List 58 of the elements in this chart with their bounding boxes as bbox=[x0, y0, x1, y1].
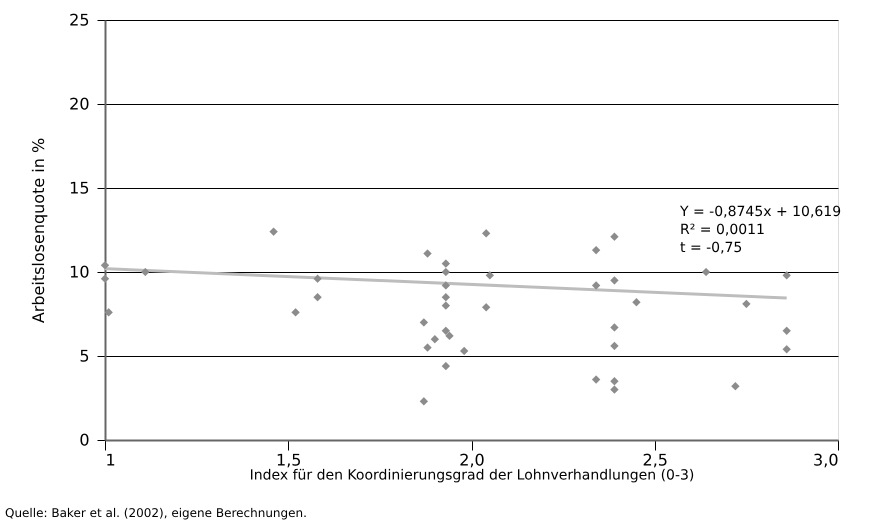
point bbox=[610, 276, 619, 285]
point bbox=[423, 249, 432, 258]
point bbox=[100, 261, 110, 270]
annotation: Y = -0,8745x + 10,619 bbox=[679, 204, 842, 220]
point bbox=[482, 303, 490, 312]
point bbox=[100, 274, 110, 283]
point bbox=[442, 259, 450, 268]
y-tick-label: 20 bbox=[69, 94, 90, 114]
point bbox=[782, 326, 791, 335]
y-tick-label: 10 bbox=[69, 262, 90, 282]
point bbox=[442, 268, 450, 276]
point bbox=[442, 281, 450, 290]
point bbox=[460, 346, 468, 356]
point bbox=[610, 342, 619, 350]
point bbox=[610, 232, 619, 241]
annotation: R² = 0,0011 bbox=[680, 222, 765, 238]
point bbox=[702, 268, 710, 276]
point bbox=[291, 308, 300, 317]
point bbox=[742, 300, 751, 308]
point bbox=[592, 375, 600, 384]
point bbox=[423, 343, 432, 352]
x-tick-label: 2,5 bbox=[642, 450, 668, 470]
x-axis-title: Index für den Koordinierungsgrad der Lohnverhandlungen (0-3) bbox=[250, 468, 694, 484]
point bbox=[632, 298, 641, 306]
point bbox=[442, 293, 450, 302]
point bbox=[104, 308, 113, 317]
point bbox=[313, 293, 322, 302]
point bbox=[482, 229, 490, 238]
x-tick-label: 2,0 bbox=[459, 450, 485, 470]
point bbox=[731, 382, 740, 390]
point bbox=[445, 332, 454, 340]
y-axis-title: Arbeitslosenquote in % bbox=[29, 138, 48, 324]
point bbox=[486, 271, 494, 280]
x-tick-label: 1 bbox=[106, 450, 116, 470]
point bbox=[442, 326, 450, 335]
point bbox=[610, 323, 619, 332]
annotation: t = -0,75 bbox=[680, 240, 742, 256]
point bbox=[610, 385, 619, 394]
point bbox=[420, 318, 428, 327]
x-tick-label: 3,0 bbox=[813, 450, 838, 470]
point bbox=[313, 274, 322, 283]
point bbox=[782, 271, 791, 280]
point bbox=[592, 281, 600, 290]
y-tick-label: 15 bbox=[69, 178, 90, 198]
x-tick-label: 1,5 bbox=[276, 450, 302, 470]
point bbox=[430, 335, 440, 344]
point bbox=[442, 362, 450, 370]
source-note: Quelle: Baker et al. (2002), eigene Berechnungen. bbox=[5, 506, 307, 520]
point bbox=[420, 397, 428, 406]
y-tick-label: 0 bbox=[79, 430, 90, 450]
point bbox=[610, 377, 619, 386]
point bbox=[141, 268, 150, 276]
point bbox=[269, 227, 278, 236]
y-tick-label: 25 bbox=[69, 10, 90, 30]
point bbox=[592, 246, 600, 254]
point bbox=[442, 301, 450, 310]
point bbox=[782, 345, 791, 354]
y-tick-label: 5 bbox=[79, 346, 90, 366]
